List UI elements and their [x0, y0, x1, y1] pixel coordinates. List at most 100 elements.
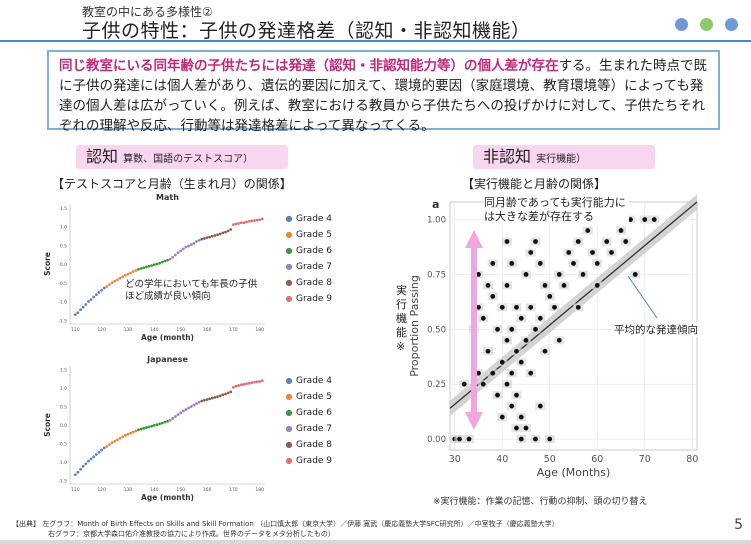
- data-point: [176, 413, 180, 417]
- x-tick-label: 160: [203, 327, 212, 333]
- data-point: [150, 264, 154, 267]
- data-point: [181, 247, 185, 251]
- noncognitive-pill-main: 非認知: [483, 147, 532, 166]
- data-point: [504, 239, 510, 244]
- data-point: [147, 264, 151, 268]
- data-point: [518, 436, 524, 442]
- data-point: [87, 300, 90, 303]
- noncognitive-pill: 非認知 実行機能）: [473, 145, 655, 169]
- x-tick-label: 110: [71, 487, 80, 493]
- data-point: [651, 217, 657, 222]
- legend-marker: ●: [285, 392, 293, 401]
- data-point: [628, 217, 633, 222]
- data-point: [160, 260, 164, 264]
- page-number: 5: [734, 517, 743, 533]
- data-point: [495, 326, 500, 332]
- legend-marker: ●: [285, 456, 293, 465]
- data-point: [231, 223, 235, 227]
- data-point: [205, 236, 209, 240]
- chart-title: Math: [156, 193, 179, 202]
- legend-marker: ●: [285, 230, 293, 239]
- data-point: [216, 233, 219, 237]
- data-point: [155, 423, 159, 427]
- data-point: [179, 411, 183, 415]
- data-point: [218, 232, 222, 236]
- data-point: [490, 261, 496, 266]
- data-point: [116, 438, 119, 442]
- x-tick-label: 120: [97, 487, 106, 493]
- legend-marker: ●: [285, 294, 293, 303]
- data-point: [110, 281, 114, 285]
- data-point: [81, 305, 85, 309]
- data-point: [480, 315, 486, 321]
- data-point: [547, 293, 553, 299]
- decor-dot-blue: [675, 18, 688, 31]
- range-arrow-head-down: [465, 412, 483, 430]
- ef-vertical-label: 実行機能※: [396, 284, 407, 353]
- data-point: [580, 272, 586, 277]
- chart-title: Japanese: [146, 355, 188, 364]
- math-chart: Math -1.5 -1.0 -0.5 0.0 0.5 1.0 1.5 110 120 130 140…: [43, 193, 265, 342]
- data-point: [87, 459, 90, 463]
- data-point: [121, 275, 125, 279]
- data-point: [126, 272, 130, 276]
- range-arrow-head-up: [465, 230, 483, 248]
- legend-marker: ●: [285, 440, 293, 449]
- data-point: [495, 392, 500, 398]
- data-point: [245, 382, 248, 386]
- annotation-pointer: [627, 275, 658, 319]
- slide-subtitle: 教室の中にある多様性②: [82, 5, 213, 19]
- data-point: [509, 403, 515, 409]
- data-point: [197, 400, 201, 404]
- data-point: [137, 267, 140, 271]
- noncognitive-pill-sub: 実行機能）: [536, 154, 587, 165]
- data-point: [490, 293, 496, 299]
- data-point: [239, 221, 243, 225]
- data-point: [113, 439, 117, 443]
- source-line-2: 右グラフ：京都大学森口佑介准教授の協力により作成。世界のデータをメタ分析したもの…: [48, 530, 335, 538]
- data-point: [253, 219, 256, 222]
- data-point: [116, 278, 119, 282]
- data-point: [237, 222, 241, 225]
- data-point: [258, 380, 262, 383]
- data-point: [224, 392, 227, 396]
- data-point: [504, 337, 510, 343]
- y-axis-label: Score: [43, 252, 52, 276]
- x-axis-label: Age (month): [141, 333, 194, 342]
- x-tick-label: 50: [544, 454, 556, 465]
- data-point: [466, 436, 472, 442]
- x-tick-label: 160: [203, 487, 212, 493]
- data-point: [533, 239, 538, 244]
- data-point: [499, 304, 505, 310]
- data-point: [179, 249, 183, 253]
- x-tick-label: 120: [97, 327, 106, 333]
- data-point: [537, 315, 543, 321]
- data-point: [73, 313, 77, 317]
- legend-marker: ●: [285, 376, 293, 385]
- data-point: [210, 234, 214, 238]
- data-point: [197, 238, 201, 242]
- data-point: [260, 379, 264, 383]
- y-tick-label: 0.0: [60, 262, 67, 268]
- data-point: [461, 381, 467, 387]
- x-tick-label: 170: [229, 327, 238, 333]
- data-point: [100, 288, 104, 292]
- data-point: [208, 235, 212, 239]
- data-point: [242, 221, 246, 225]
- x-tick-label: 170: [229, 487, 238, 493]
- legend-label: Grade 7: [296, 262, 333, 272]
- data-point: [528, 370, 534, 376]
- data-point: [245, 220, 248, 224]
- data-point: [533, 326, 538, 332]
- legend-label: Grade 8: [296, 278, 333, 288]
- data-point: [195, 240, 198, 243]
- legend-label: Grade 4: [296, 214, 333, 224]
- data-point: [514, 425, 519, 431]
- x-tick-label: 60: [591, 454, 603, 465]
- data-point: [155, 262, 159, 266]
- legend-entry: ● Grade 6: [282, 405, 333, 421]
- data-point: [73, 473, 77, 477]
- data-point: [192, 403, 196, 407]
- decor-dot-green: [700, 18, 713, 31]
- data-point: [258, 218, 262, 222]
